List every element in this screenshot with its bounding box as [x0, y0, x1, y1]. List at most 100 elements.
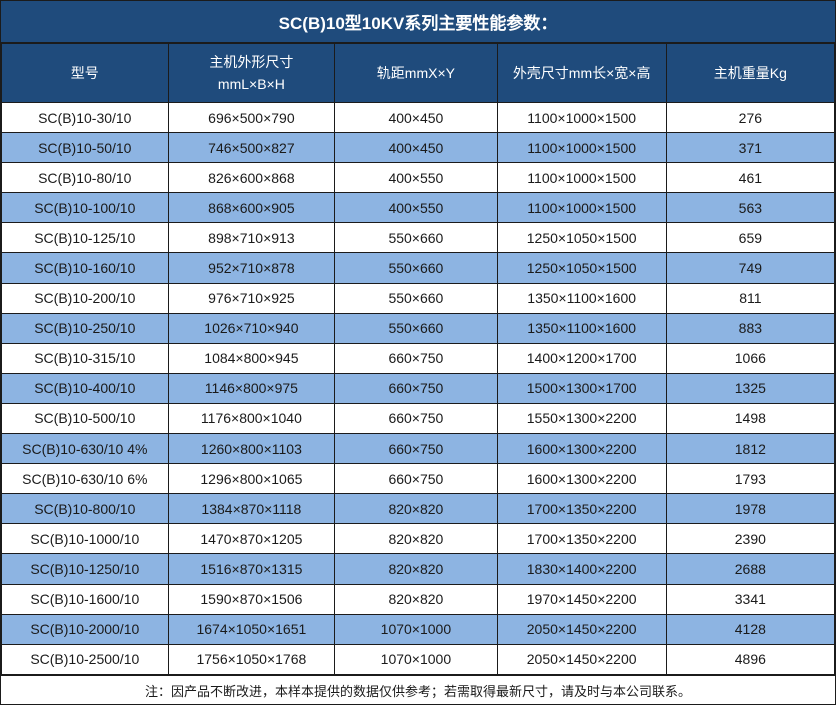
table-cell: 811 — [665, 282, 836, 314]
table-cell: SC(B)10-800/10 — [1, 493, 169, 525]
table-cell: 1516×870×1315 — [167, 553, 336, 585]
table-cell: 1250×1050×1500 — [496, 222, 667, 254]
table-cell: SC(B)10-1600/10 — [1, 583, 169, 615]
table-cell: 1084×800×945 — [167, 342, 336, 374]
table-cell: 1100×1000×1500 — [496, 162, 667, 194]
table-cell: 1100×1000×1500 — [496, 101, 667, 134]
table-cell: 550×660 — [334, 312, 498, 344]
table-cell: 400×450 — [334, 101, 498, 134]
table-cell: 1250×1050×1500 — [496, 252, 667, 284]
table-row: SC(B)10-200/10 976×710×925 550×660 1350×110… — [1, 282, 836, 314]
table-cell: 952×710×878 — [167, 252, 336, 284]
table-cell: 4896 — [665, 643, 836, 676]
table-cell: 4128 — [665, 613, 836, 645]
column-header: 轨距mmX×Y — [334, 43, 498, 103]
page-title: SC(B)10型10KV系列主要性能参数： — [1, 1, 835, 43]
table-row: SC(B)10-630/10 4% 1260×800×1103 660×750 160… — [1, 433, 836, 465]
table-cell: SC(B)10-30/10 — [1, 101, 169, 134]
table-row: SC(B)10-1600/10 1590×870×1506 820×820 1970×… — [1, 583, 836, 615]
table-cell: 660×750 — [334, 342, 498, 374]
table-row: SC(B)10-160/10 952×710×878 550×660 1250×105… — [1, 252, 836, 284]
table-cell: 1100×1000×1500 — [496, 192, 667, 224]
table-cell: 1498 — [665, 402, 836, 435]
table-cell: SC(B)10-400/10 — [1, 372, 169, 404]
table-cell: 1350×1100×1600 — [496, 312, 667, 344]
table-row: SC(B)10-1000/10 1470×870×1205 820×820 1700×… — [1, 523, 836, 555]
column-header: 主机重量Kg — [665, 43, 836, 103]
column-header: 型号 — [1, 43, 169, 103]
table-cell: 1550×1300×2200 — [496, 402, 667, 435]
table-row: SC(B)10-630/10 6% 1296×800×1065 660×750 160… — [1, 463, 836, 495]
table-cell: 868×600×905 — [167, 192, 336, 224]
table-cell: 1100×1000×1500 — [496, 132, 667, 164]
table-cell: 550×660 — [334, 222, 498, 254]
table-row: SC(B)10-1250/10 1516×870×1315 820×820 1830×… — [1, 553, 836, 585]
table-cell: SC(B)10-315/10 — [1, 342, 169, 374]
table-row: SC(B)10-100/10 868×600×905 400×550 1100×100… — [1, 192, 836, 224]
table-cell: 461 — [665, 162, 836, 194]
table-cell: SC(B)10-630/10 4% — [1, 433, 169, 465]
table-cell: SC(B)10-160/10 — [1, 252, 169, 284]
table-cell: 1500×1300×1700 — [496, 372, 667, 404]
table-cell: 1325 — [665, 372, 836, 404]
column-header: 外壳尺寸mm长×宽×高 — [496, 43, 667, 103]
table-cell: 820×820 — [334, 553, 498, 585]
spec-table: 型号 主机外形尺寸 mmL×B×H 轨距mmX×Y 外壳尺寸mm长×宽×高 主机重量Kg… — [1, 43, 836, 676]
table-cell: 820×820 — [334, 583, 498, 615]
table-cell: 1812 — [665, 433, 836, 465]
table-row: SC(B)10-500/10 1176×800×1040 660×750 1550×1… — [1, 402, 836, 435]
table-cell: 660×750 — [334, 372, 498, 404]
table-cell: 1070×1000 — [334, 613, 498, 645]
table-cell: 660×750 — [334, 463, 498, 495]
table-cell: 2390 — [665, 523, 836, 555]
table-cell: 826×600×868 — [167, 162, 336, 194]
table-cell: 1674×1050×1651 — [167, 613, 336, 645]
table-cell: SC(B)10-1000/10 — [1, 523, 169, 555]
table-row: SC(B)10-50/10 746×500×827 400×450 1100×1000… — [1, 132, 836, 164]
table-cell: SC(B)10-80/10 — [1, 162, 169, 194]
table-cell: 1350×1100×1600 — [496, 282, 667, 314]
table-cell: 1700×1350×2200 — [496, 493, 667, 525]
table-row: SC(B)10-800/10 1384×870×1118 820×820 1700×1… — [1, 493, 836, 525]
table-cell: 659 — [665, 222, 836, 254]
table-cell: 820×820 — [334, 493, 498, 525]
table-cell: 2050×1450×2200 — [496, 643, 667, 676]
table-cell: 550×660 — [334, 252, 498, 284]
table-cell: 1066 — [665, 342, 836, 374]
table-cell: 400×450 — [334, 132, 498, 164]
table-cell: 1590×870×1506 — [167, 583, 336, 615]
table-cell: 3341 — [665, 583, 836, 615]
table-cell: 1146×800×975 — [167, 372, 336, 404]
table-cell: 276 — [665, 101, 836, 134]
table-cell: 660×750 — [334, 433, 498, 465]
table-row: SC(B)10-250/10 1026×710×940 550×660 1350×11… — [1, 312, 836, 344]
table-cell: SC(B)10-2000/10 — [1, 613, 169, 645]
table-cell: 2688 — [665, 553, 836, 585]
table-cell: SC(B)10-200/10 — [1, 282, 169, 314]
table-row: SC(B)10-30/10 696×500×790 400×450 1100×1000… — [1, 101, 836, 134]
table-cell: 820×820 — [334, 523, 498, 555]
table-cell: 696×500×790 — [167, 101, 336, 134]
table-cell: 1600×1300×2200 — [496, 463, 667, 495]
table-cell: 371 — [665, 132, 836, 164]
table-row: SC(B)10-400/10 1146×800×975 660×750 1500×13… — [1, 372, 836, 404]
table-cell: 1470×870×1205 — [167, 523, 336, 555]
table-header: 型号 主机外形尺寸 mmL×B×H 轨距mmX×Y 外壳尺寸mm长×宽×高 主机重量Kg — [1, 43, 836, 103]
table-body: SC(B)10-30/10 696×500×790 400×450 1100×1000… — [1, 101, 836, 676]
table-cell: 1756×1050×1768 — [167, 643, 336, 676]
table-cell: SC(B)10-2500/10 — [1, 643, 169, 676]
table-row: SC(B)10-2500/10 1756×1050×1768 1070×1000 20… — [1, 643, 836, 676]
table-row: SC(B)10-125/10 898×710×913 550×660 1250×105… — [1, 222, 836, 254]
table-cell: 1260×800×1103 — [167, 433, 336, 465]
table-cell: SC(B)10-250/10 — [1, 312, 169, 344]
table-row: SC(B)10-80/10 826×600×868 400×550 1100×1000… — [1, 162, 836, 194]
table-cell: 1026×710×940 — [167, 312, 336, 344]
table-cell: 1700×1350×2200 — [496, 523, 667, 555]
table-cell: 1070×1000 — [334, 643, 498, 676]
table-row: SC(B)10-2000/10 1674×1050×1651 1070×1000 20… — [1, 613, 836, 645]
column-header: 主机外形尺寸 mmL×B×H — [167, 43, 336, 103]
table-cell: SC(B)10-630/10 6% — [1, 463, 169, 495]
table-cell: 1793 — [665, 463, 836, 495]
table-cell: 1400×1200×1700 — [496, 342, 667, 374]
